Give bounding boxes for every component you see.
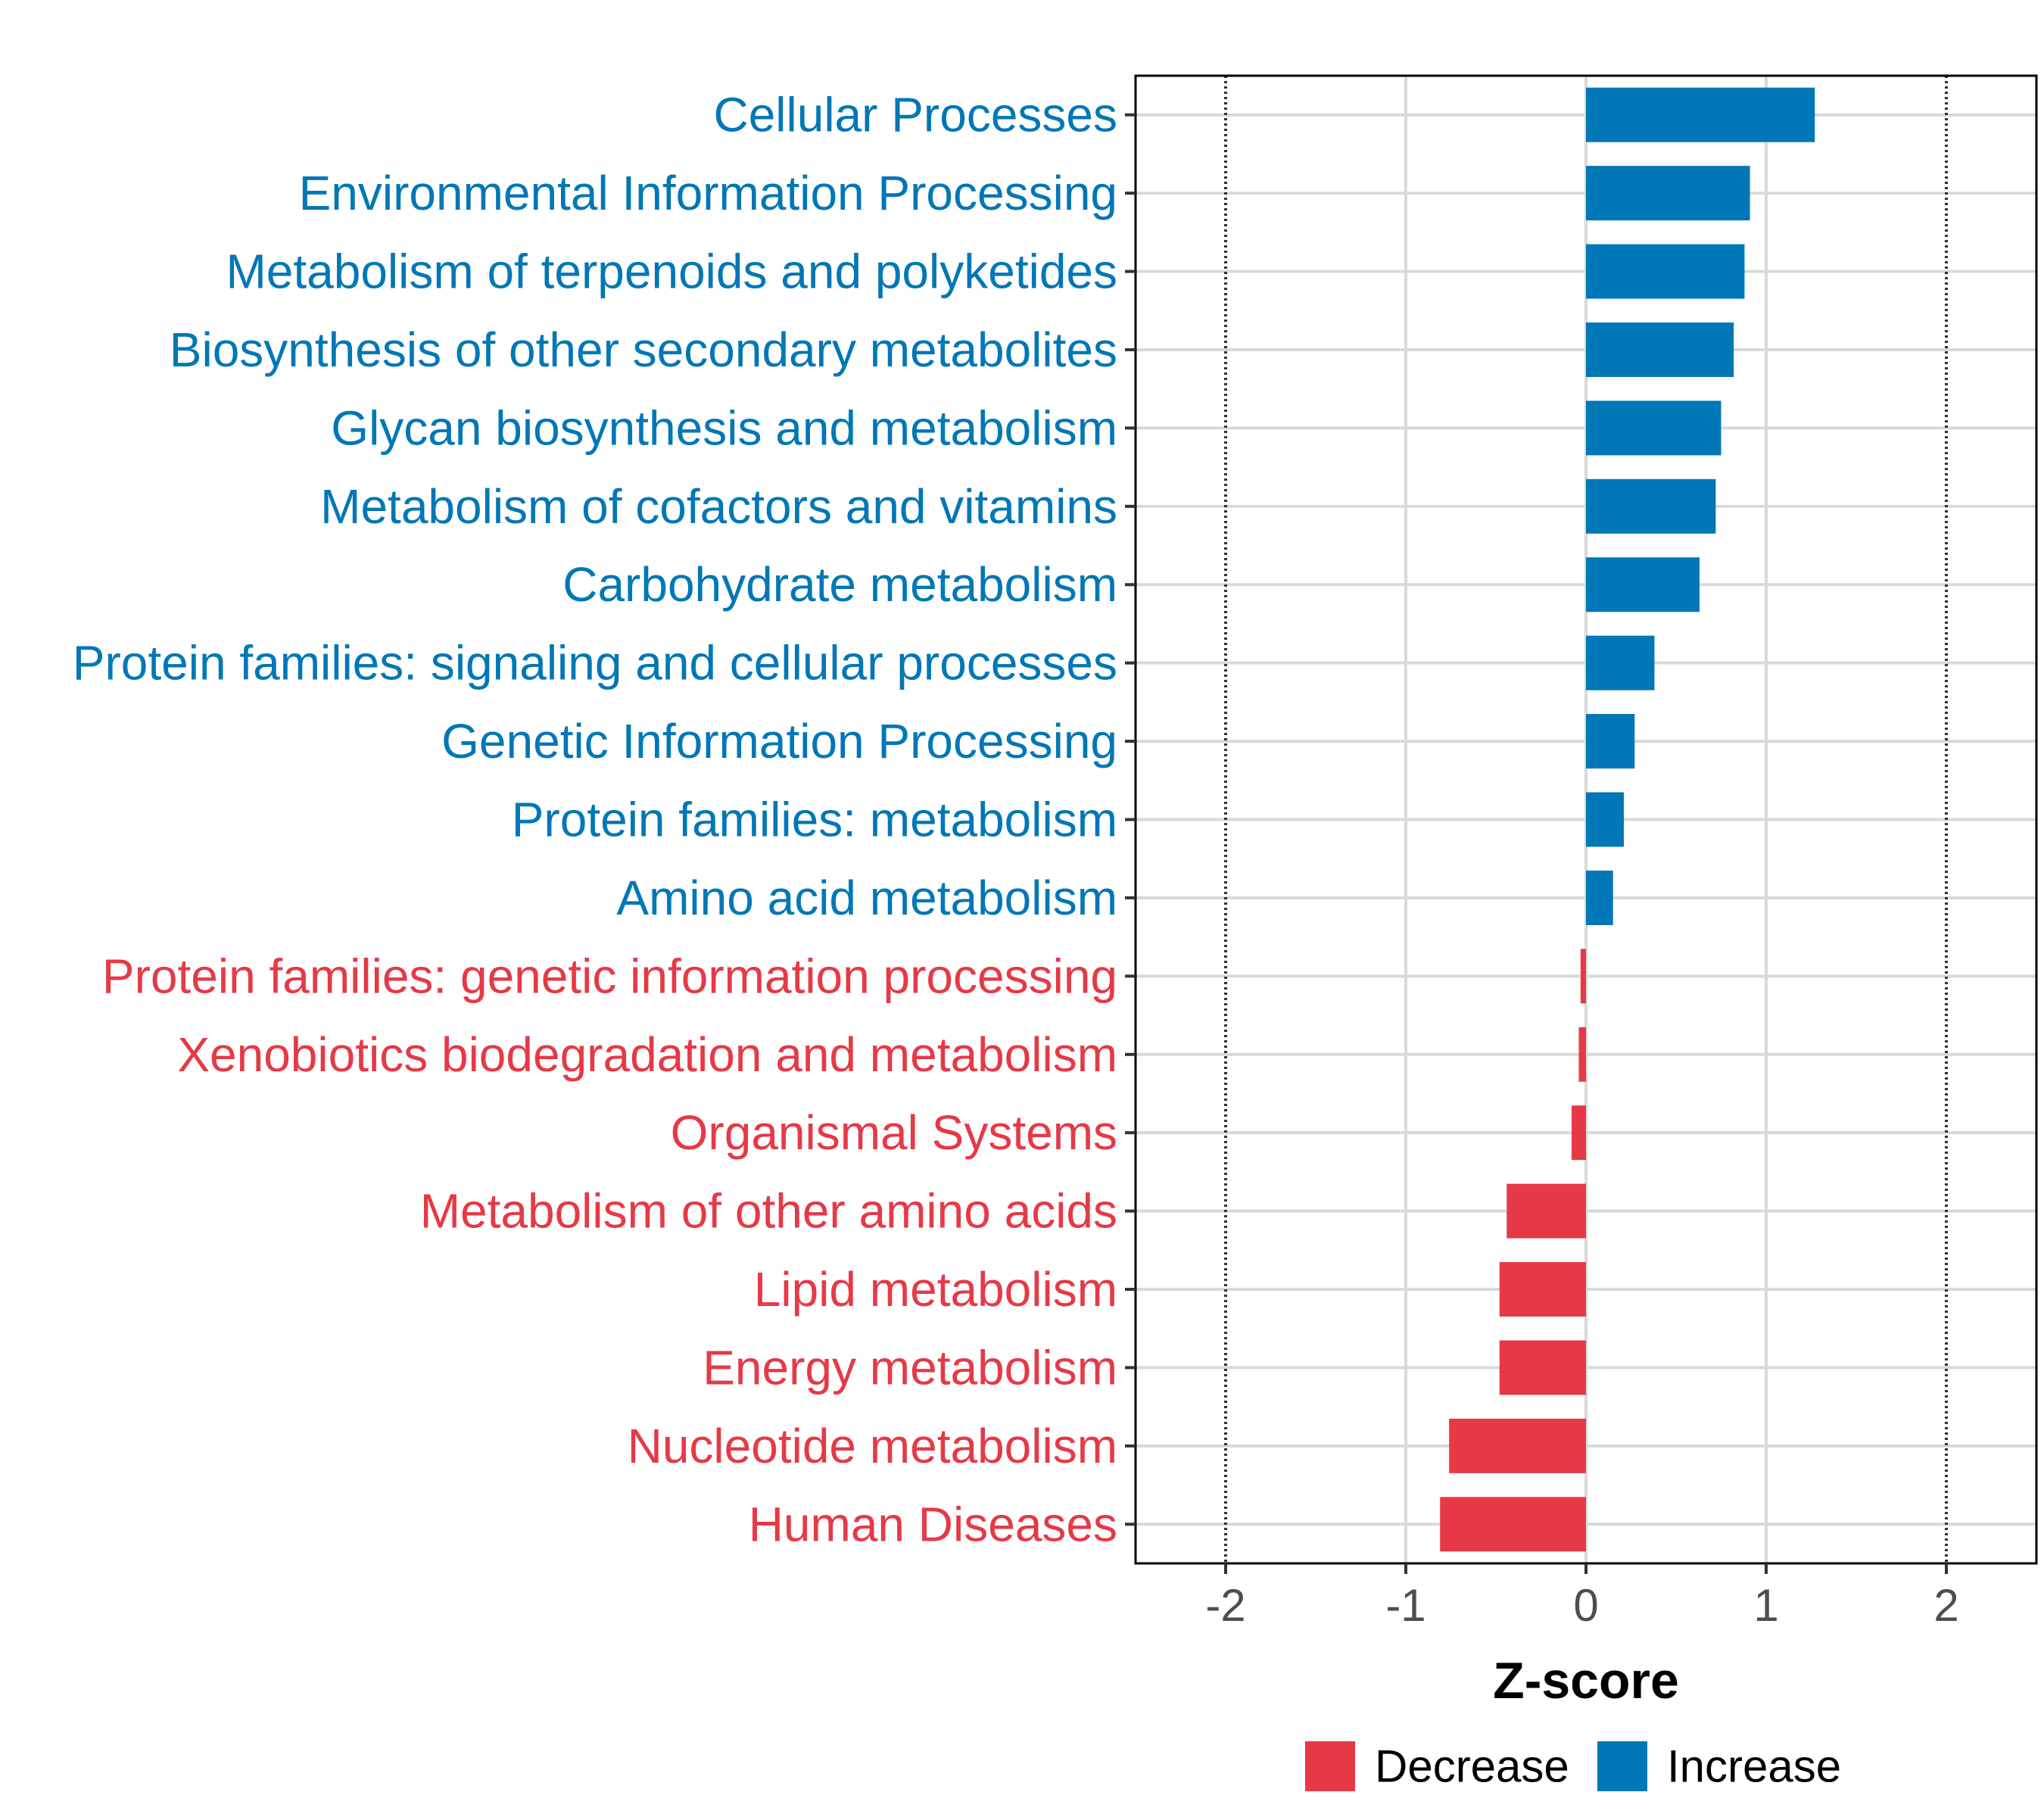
category-label: Metabolism of terpenoids and polyketides	[226, 245, 1117, 299]
bar	[1571, 1105, 1586, 1161]
legend-label-increase: Increase	[1667, 1741, 1841, 1792]
bar	[1586, 478, 1716, 534]
bar	[1507, 1183, 1586, 1239]
y-axis-category-labels: Cellular Processes Environmental Informat…	[73, 88, 1117, 1552]
bar	[1580, 949, 1586, 1004]
bar	[1586, 557, 1700, 612]
category-label: Protein families: genetic information pr…	[102, 949, 1117, 1003]
x-tick-label: -2	[1205, 1580, 1245, 1631]
category-label: Glycan biosynthesis and metabolism	[331, 400, 1117, 455]
legend-swatch-decrease	[1305, 1741, 1355, 1791]
category-label: Biosynthesis of other secondary metaboli…	[170, 323, 1117, 377]
x-tick-label: 0	[1573, 1580, 1598, 1631]
bar	[1586, 87, 1815, 142]
x-axis-ticks: -2 -1 0 1 2	[1205, 1563, 1959, 1631]
bar	[1586, 322, 1734, 377]
category-label: Xenobiotics biodegradation and metabolis…	[177, 1027, 1117, 1082]
category-label: Cellular Processes	[713, 88, 1117, 142]
bar	[1586, 166, 1750, 221]
bar	[1586, 635, 1655, 690]
bar	[1440, 1497, 1586, 1552]
bar	[1499, 1340, 1586, 1395]
y-axis-ticks	[1125, 113, 1136, 1526]
category-label: Lipid metabolism	[754, 1262, 1117, 1317]
legend-label-decrease: Decrease	[1375, 1741, 1569, 1792]
category-label: Energy metabolism	[703, 1340, 1117, 1395]
legend-swatch-increase	[1597, 1741, 1647, 1791]
category-label: Metabolism of other amino acids	[420, 1184, 1117, 1239]
category-label: Carbohydrate metabolism	[562, 557, 1117, 612]
x-tick-label: -1	[1385, 1580, 1426, 1631]
bar	[1586, 792, 1624, 847]
category-label: Human Diseases	[749, 1497, 1117, 1551]
category-label: Organismal Systems	[671, 1105, 1117, 1160]
category-label: Nucleotide metabolism	[628, 1419, 1117, 1473]
bar	[1586, 714, 1635, 769]
category-label: Protein families: metabolism	[512, 793, 1117, 847]
bar	[1499, 1262, 1586, 1317]
x-tick-label: 1	[1753, 1580, 1778, 1631]
bar	[1449, 1418, 1586, 1473]
category-label: Genetic Information Processing	[441, 714, 1117, 768]
category-label: Metabolism of cofactors and vitamins	[320, 479, 1117, 534]
category-label: Amino acid metabolism	[616, 871, 1117, 925]
category-label: Protein families: signaling and cellular…	[73, 636, 1117, 690]
bar	[1586, 400, 1722, 456]
bar	[1586, 244, 1745, 299]
bar	[1586, 870, 1613, 925]
bars	[1440, 87, 1815, 1552]
bar	[1578, 1027, 1586, 1082]
reference-lines	[1224, 76, 1948, 1563]
legend: Decrease Increase	[1305, 1741, 1841, 1792]
category-label: Environmental Information Processing	[299, 166, 1117, 220]
x-axis-title: Z-score	[1493, 1652, 1679, 1709]
x-tick-label: 2	[1933, 1580, 1958, 1631]
